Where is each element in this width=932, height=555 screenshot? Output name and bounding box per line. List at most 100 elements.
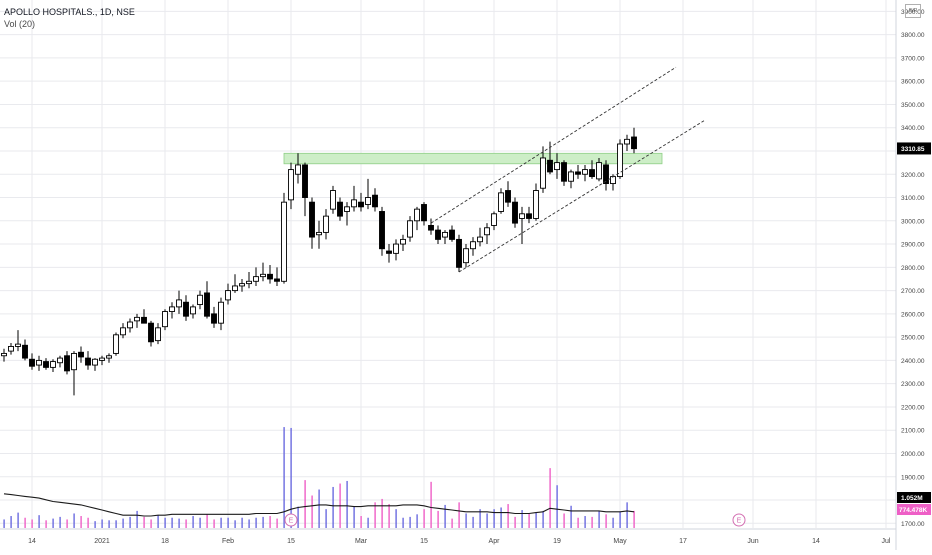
- candle-down: [386, 250, 392, 254]
- price-tick-label: 2800.00: [901, 265, 925, 272]
- time-tick-label: Jun: [747, 538, 758, 545]
- candle-up: [498, 192, 504, 212]
- candles-layer: [1, 127, 637, 396]
- earnings-marker-label: E: [289, 518, 294, 525]
- volume-bar: [451, 518, 453, 528]
- candle-down: [64, 355, 70, 372]
- candle-up: [330, 190, 336, 210]
- candle-up: [1, 352, 7, 357]
- last-price-badge: [897, 142, 931, 155]
- time-tick-label: 15: [287, 538, 295, 545]
- price-tick-label: 3100.00: [901, 195, 925, 202]
- candle-down: [428, 224, 434, 231]
- candle-down: [183, 301, 189, 317]
- candle-down: [561, 162, 567, 182]
- candle-up: [442, 231, 448, 238]
- volume-bar: [409, 516, 411, 528]
- volume-bar: [598, 510, 600, 528]
- time-tick-label: Feb: [222, 538, 234, 545]
- candle-up: [554, 162, 560, 171]
- volume-bar: [542, 510, 544, 528]
- volume-bar: [535, 512, 537, 528]
- time-axis[interactable]: 14 2021 18 Feb 15 Mar 15 Apr 19 May 17 Jun 14 Jul: [0, 528, 896, 545]
- volume-bar: [472, 516, 474, 528]
- price-tick-label: 2000.00: [901, 451, 925, 458]
- volume-bar: [591, 516, 593, 528]
- volume-bar: [549, 468, 551, 528]
- candle-up: [316, 231, 322, 236]
- candle-up: [197, 294, 203, 306]
- candle-up: [323, 215, 329, 233]
- volume-bar: [87, 517, 89, 528]
- candle-down: [29, 358, 35, 367]
- candle-down: [78, 351, 84, 358]
- candle-down: [505, 190, 511, 203]
- candle-up: [365, 197, 371, 205]
- channel-upper-line: [430, 66, 677, 224]
- candle-up: [596, 162, 602, 180]
- volume-bar: [276, 518, 278, 528]
- price-axis[interactable]: 1700.001800.001900.002000.002100.002200.…: [895, 0, 931, 550]
- candle-up: [351, 199, 357, 208]
- price-tick-label: 2500.00: [901, 335, 925, 342]
- volume-bar: [605, 514, 607, 528]
- time-tick-label: 18: [161, 538, 169, 545]
- candle-down: [22, 344, 28, 359]
- candle-down: [435, 229, 441, 240]
- volume-bar: [66, 519, 68, 528]
- candle-up: [190, 306, 196, 315]
- candle-down: [512, 201, 518, 224]
- volume-bar: [234, 520, 236, 528]
- earnings-marker-icon: [732, 513, 746, 527]
- symbol-legend[interactable]: APOLLO HOSPITALS., 1D, NSE Vol (20): [4, 6, 135, 30]
- volume-bar: [395, 509, 397, 528]
- candle-up: [491, 213, 497, 226]
- volume-bar: [171, 517, 173, 528]
- symbol-title[interactable]: APOLLO HOSPITALS., 1D, NSE: [4, 7, 135, 17]
- candle-up: [477, 236, 483, 243]
- candle-down: [85, 357, 91, 366]
- candle-down: [141, 316, 147, 324]
- price-tick-label: 1900.00: [901, 474, 925, 481]
- volume-bar: [360, 516, 362, 528]
- candle-up: [239, 283, 245, 287]
- candle-down: [526, 213, 532, 219]
- volume-bar: [227, 517, 229, 528]
- volume-indicator-label[interactable]: Vol (20): [4, 19, 36, 29]
- volume-bar: [612, 517, 614, 528]
- candle-down: [589, 169, 595, 178]
- resistance-zone-layer: [283, 152, 663, 165]
- volume-bar: [178, 518, 180, 528]
- price-tick-label: 3000.00: [901, 218, 925, 225]
- volume-bar: [143, 516, 145, 528]
- candle-up: [92, 358, 98, 366]
- candle-up: [407, 220, 413, 238]
- time-tick-label: 15: [420, 538, 428, 545]
- candle-down: [372, 194, 378, 208]
- earnings-marker-label: E: [737, 518, 742, 525]
- volume-bar: [507, 504, 509, 528]
- price-tick-label: 2200.00: [901, 404, 925, 411]
- grid: [0, 0, 896, 528]
- volume-bar: [430, 481, 432, 528]
- currency-badge[interactable]: INR: [905, 4, 921, 18]
- volume-bar: [563, 513, 565, 528]
- price-tick-label: 3500.00: [901, 102, 925, 109]
- candle-up: [463, 248, 469, 264]
- volume-bar: [3, 519, 5, 528]
- volume-bar: [556, 485, 558, 528]
- volume-bar: [521, 510, 523, 528]
- volume-bar: [514, 516, 516, 528]
- candle-up: [127, 321, 133, 329]
- volume-bar: [367, 517, 369, 528]
- candle-up: [519, 213, 525, 219]
- price-tick-label: 3200.00: [901, 172, 925, 179]
- candle-down: [337, 201, 343, 217]
- price-tick-label: 3600.00: [901, 79, 925, 86]
- candle-down: [274, 278, 280, 282]
- candle-up: [344, 206, 350, 212]
- volume-ma-line: [3, 493, 635, 517]
- volume-bar: [570, 505, 572, 528]
